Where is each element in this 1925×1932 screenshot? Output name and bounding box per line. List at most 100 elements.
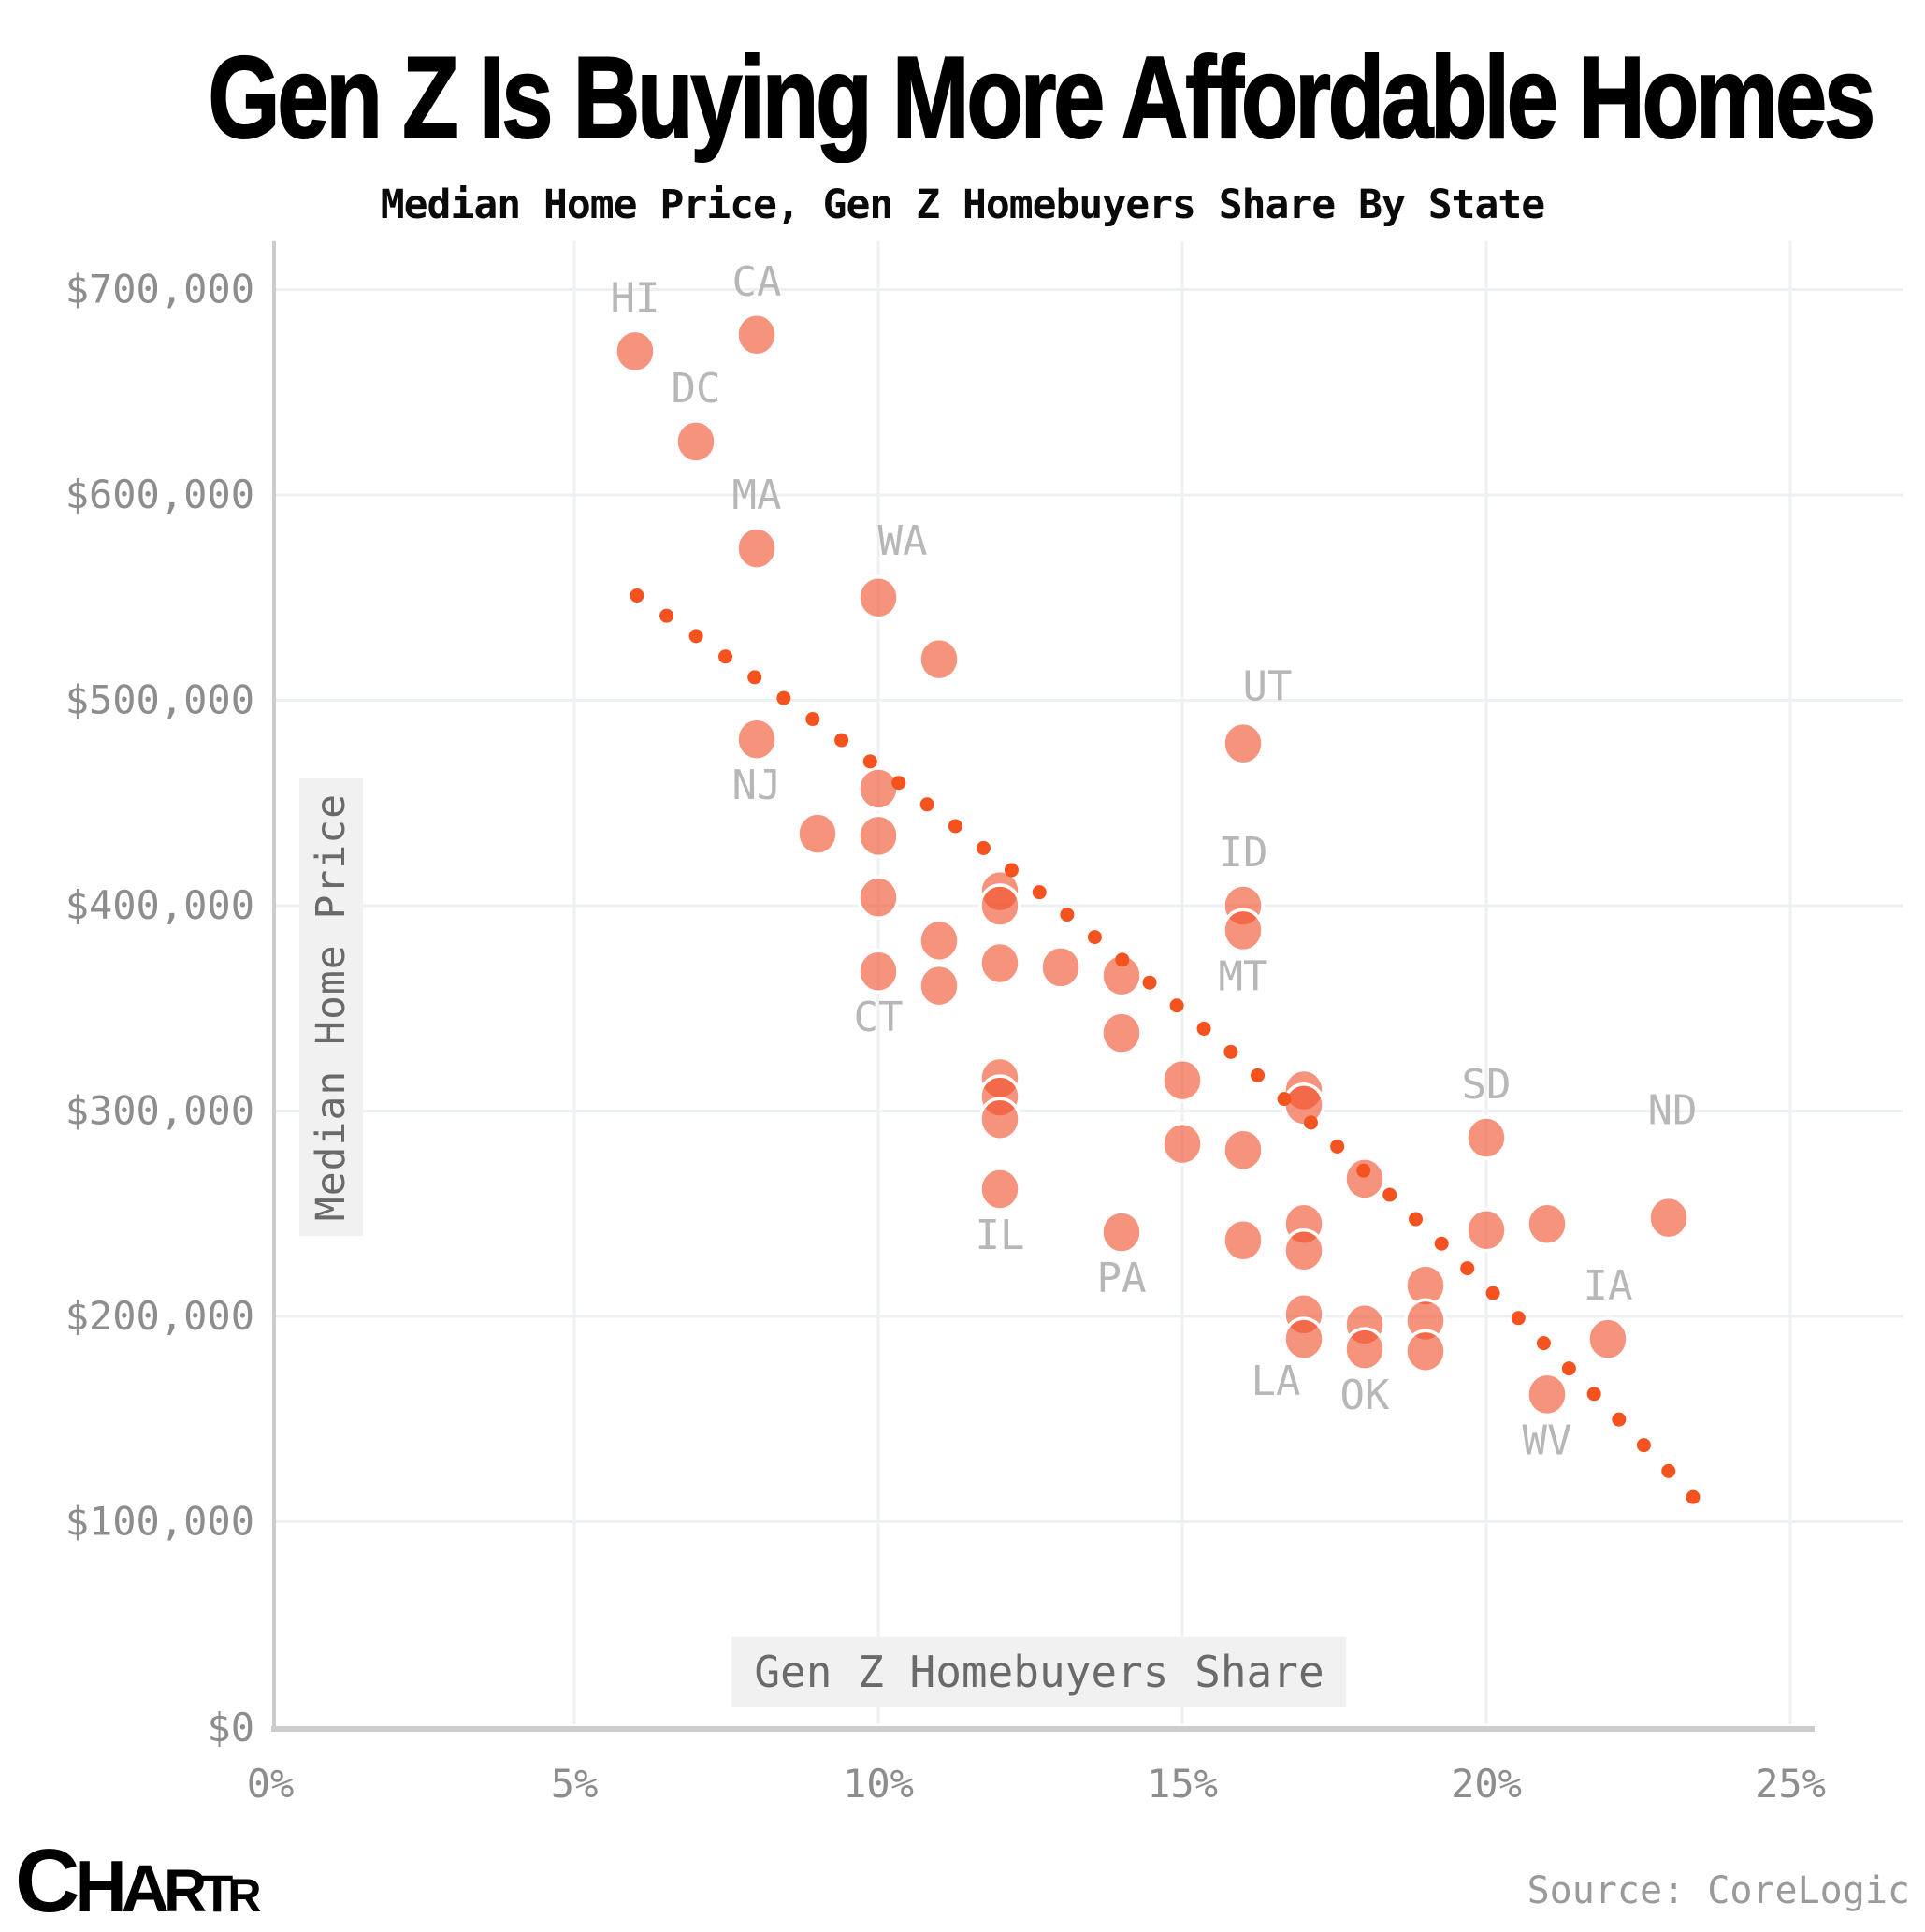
state-label: CA [732,258,782,306]
scatter-point [674,419,717,464]
scatter-points [614,312,1690,1417]
state-label: OK [1340,1372,1390,1419]
state-labels: HI CA DC MA WA NJ UT ID MT CT SD IL ND PA LA OK IA WV [611,258,1698,1465]
scatter-point [978,883,1021,928]
scatter-point [918,918,961,964]
source-credit: Source: CoreLogic [1527,1869,1910,1912]
scatter-point [857,813,900,859]
trend-dot [862,754,877,769]
y-axis-title: Median Home Price [299,778,363,1237]
x-tick-label: 10% [843,1761,914,1807]
scatter-point [978,1167,1021,1212]
trend-dot [1330,1139,1345,1154]
logo-letter: A [121,1852,169,1926]
trend-dot [834,733,849,748]
scatter-point [1161,1121,1204,1167]
trend-dot [1142,975,1157,990]
scatter-point [857,949,900,994]
trend-dot [776,690,791,705]
state-label: MA [732,472,782,519]
trend-dot [630,588,644,603]
scatter-point [1161,1057,1204,1103]
scatter-point [1526,1201,1569,1246]
state-label: SD [1462,1061,1512,1109]
scatter-point [1647,1195,1690,1241]
state-label: ND [1648,1087,1698,1135]
x-tick-label: 15% [1147,1761,1218,1807]
y-tick-label: $0 [207,1705,254,1750]
trend-dot [1511,1311,1526,1326]
trend-dot [1223,1044,1238,1059]
scatter-point [1465,1208,1508,1253]
trend-dot [1277,1092,1292,1107]
scatter-point [1343,1156,1386,1201]
logo-letter: T [201,1864,234,1923]
state-label: IA [1584,1262,1633,1310]
scatter-point [1343,1327,1386,1372]
scatter-point [857,875,900,920]
trend-dot [1004,863,1019,878]
scatter-point [1100,1010,1143,1055]
scatter-point [1526,1372,1569,1417]
trend-dot [1303,1115,1318,1130]
scatter-point [1039,945,1082,990]
scatter-point [1222,720,1265,766]
scatter-point [978,1097,1021,1142]
scatter-point [614,328,657,374]
trend-dot [891,776,906,791]
chart-subtitle: Median Home Price, Gen Z Homebuyers Shar… [380,182,1545,228]
scatter-point [1404,1329,1447,1374]
x-tick-label: 20% [1451,1761,1522,1807]
y-tick-label: $400,000 [65,882,254,928]
scatter-point [1222,1127,1265,1172]
scatter-point [1282,1082,1325,1127]
scatter-point [857,766,900,811]
scatter-point [1465,1115,1508,1160]
trend-dot [1460,1261,1475,1276]
state-label: NJ [732,762,782,809]
axis-spines [271,241,1815,1732]
tick-labels: 0% 5% 10% 15% 20% 25% $0 $100,000 $200,000 $300,0… [65,267,1826,1808]
y-tick-label: $200,000 [65,1293,254,1339]
chartr-logo: CHARTR [15,1830,262,1932]
x-tick-label: 0% [247,1761,295,1807]
state-label: LA [1252,1358,1301,1405]
trend-dot [1686,1489,1701,1504]
x-axis-title: Gen Z Homebuyers Share [731,1637,1347,1707]
state-label: MT [1219,952,1268,1000]
trend-dot [1586,1387,1601,1402]
logo-letter: H [74,1845,127,1927]
scatter-point [1100,1210,1143,1255]
trend-dot [948,819,962,834]
trend-dot [1356,1163,1371,1178]
y-tick-label: $700,000 [65,267,254,312]
trend-dot [1612,1412,1627,1427]
state-label: DC [672,365,721,413]
scatter-point [1282,1228,1325,1273]
trend-dot [1409,1212,1424,1227]
scatter-point [1222,1218,1265,1263]
state-label: WA [878,517,928,565]
state-label: WV [1523,1416,1572,1464]
logo-letter: C [15,1831,80,1931]
state-label: IL [976,1212,1025,1259]
trend-dot [919,797,934,812]
state-label: CT [854,994,904,1041]
trend-dot [747,670,762,685]
state-label: PA [1097,1255,1147,1302]
logo-letter: R [227,1869,262,1922]
trend-dot [1115,952,1130,967]
trend-dot [659,608,674,623]
trend-dot [1561,1361,1576,1376]
trendline [630,588,1701,1504]
scatter-point [978,940,1021,986]
state-label: ID [1219,829,1268,877]
scatter-point [918,636,961,682]
scatter-point [1222,908,1265,953]
y-tick-label: $600,000 [65,472,254,517]
trend-dot [718,649,733,664]
page-title-text: Gen Z Is Buying More Affordable Homes [208,33,1876,164]
trend-dot [805,712,820,727]
